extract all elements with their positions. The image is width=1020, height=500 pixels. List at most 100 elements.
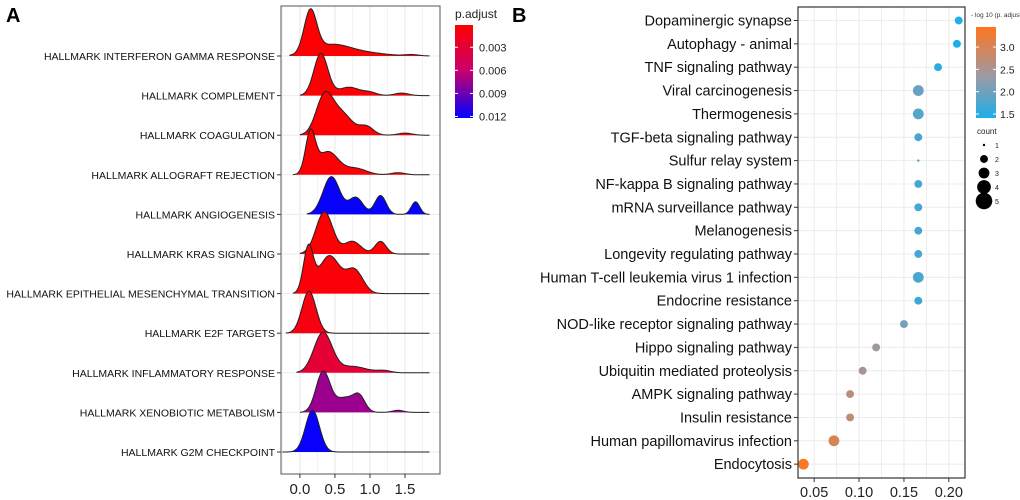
term-label: NOD-like receptor signaling pathway [557, 317, 793, 333]
size-legend-dot [975, 192, 993, 210]
legend-tick-label: 0.006 [479, 65, 507, 77]
ridge-label: HALLMARK EPITHELIAL MESENCHYMAL TRANSITI… [6, 289, 275, 301]
ridge-outline [282, 409, 430, 453]
term-label: Longevity regulating pathway [604, 247, 793, 263]
size-legend-dot [982, 143, 986, 147]
data-point [858, 366, 867, 375]
data-point [872, 343, 881, 352]
term-label: Endocrine resistance [657, 294, 792, 310]
ridge-label: HALLMARK XENOBIOTIC METABOLISM [80, 407, 275, 419]
size-legend-label: 4 [995, 185, 999, 192]
size-legend-title: count [977, 127, 997, 136]
size-legend-dot [977, 180, 991, 194]
ridgeline-chart: HALLMARK INTERFERON GAMMA RESPONSE HALLMA… [6, 5, 507, 498]
ridge-area [292, 128, 430, 175]
size-legend-label: 2 [995, 157, 999, 164]
size-legend-label: 3 [995, 171, 999, 178]
ridge-area [292, 244, 430, 294]
term-label: AMPK signaling pathway [632, 387, 793, 403]
ridge-outline [289, 8, 430, 57]
ridge-label: HALLMARK INTERFERON GAMMA RESPONSE [44, 51, 275, 63]
term-label: TGF-beta signaling pathway [611, 130, 793, 146]
term-label: NF-kappa B signaling pathway [595, 177, 792, 193]
legend-tick-label: 3.0 [1000, 42, 1015, 54]
plot-border [280, 5, 441, 475]
ridge-area [289, 8, 430, 56]
legend-tick-label: 2.0 [1000, 87, 1015, 99]
ridge-label: HALLMARK INFLAMMATORY RESPONSE [72, 368, 275, 380]
data-point [914, 296, 923, 305]
x-tick-label: 1.5 [395, 481, 416, 498]
data-point [899, 320, 908, 328]
data-point [914, 180, 923, 188]
x-tick-label: 0.05 [800, 485, 828, 500]
dot-plot-chart: Dopaminergic synapse Autophagy - animal TN… [540, 6, 1020, 500]
data-point [828, 435, 840, 447]
legend-tick-label: 1.5 [1000, 109, 1015, 121]
x-tick-label: 0.15 [890, 485, 918, 500]
ridge-label: HALLMARK COAGULATION [140, 130, 275, 142]
size-legend-dot [980, 155, 988, 163]
term-label: Viral carcinogenesis [663, 84, 793, 100]
data-point [912, 108, 924, 120]
ridge-outline [299, 370, 430, 413]
color-bar [455, 25, 473, 118]
ridge-area [299, 53, 430, 96]
ridge-area [299, 91, 430, 136]
ridge-outline [306, 176, 430, 215]
ridge-label: HALLMARK KRAS SIGNALING [127, 249, 275, 261]
data-point [914, 250, 923, 258]
ridge-label: HALLMARK G2M CHECKPOINT [121, 447, 276, 459]
term-label: Sulfur relay system [669, 154, 792, 170]
data-point [914, 203, 923, 212]
ridge-outline [299, 211, 430, 255]
data-point [934, 63, 943, 72]
x-tick-label: 0.5 [325, 481, 346, 498]
ridge-outline [285, 290, 430, 334]
term-label: Endocytosis [714, 457, 792, 473]
term-label: Ubiquitin mediated proteolysis [599, 364, 792, 380]
data-point [914, 226, 923, 235]
size-legend-label: 1 [995, 143, 999, 150]
ridge-outline [299, 52, 430, 97]
term-label: Hippo signaling pathway [635, 340, 793, 356]
size-legend-label: 5 [995, 199, 999, 206]
legend-title: p.adjust [455, 7, 498, 21]
x-tick-label: 0.10 [845, 485, 873, 500]
ridge-outline [299, 90, 430, 136]
panel-b-label: B [512, 5, 526, 27]
ridge-label: HALLMARK COMPLEMENT [141, 91, 275, 103]
panel-a-label: A [6, 5, 20, 27]
ridge-area [282, 410, 430, 452]
ridge-label: HALLMARK ALLOGRAFT REJECTION [91, 170, 275, 182]
size-legend-dot [978, 167, 990, 179]
ridge-label: HALLMARK E2F TARGETS [145, 328, 275, 340]
x-tick-label: 0.0 [289, 481, 310, 498]
legend-tick-label: 0.012 [479, 111, 507, 123]
term-label: TNF signaling pathway [645, 60, 793, 76]
ridge-area [299, 371, 430, 413]
term-label: Human T-cell leukemia virus 1 infection [540, 270, 792, 286]
data-point [846, 390, 855, 399]
term-label: Human papillomavirus infection [591, 434, 793, 450]
term-label: Dopaminergic synapse [645, 14, 793, 30]
term-label: Autophagy - animal [667, 37, 792, 53]
legend-tick-label: 2.5 [1000, 64, 1015, 76]
data-point [846, 413, 855, 422]
legend-title: - log 10 (p. adjust) [971, 12, 1020, 19]
plot-border [797, 6, 966, 479]
term-label: Melanogenesis [694, 224, 792, 240]
data-point [912, 85, 924, 96]
x-tick-label: 0.20 [935, 485, 963, 500]
ridge-outline [296, 331, 430, 374]
data-point [914, 133, 923, 142]
data-point [912, 271, 924, 283]
data-point [952, 39, 961, 48]
data-point [797, 458, 809, 470]
term-label: Insulin resistance [680, 410, 792, 426]
ridge-area [285, 291, 430, 334]
data-point [954, 16, 963, 25]
x-tick-label: 1.0 [360, 481, 381, 498]
